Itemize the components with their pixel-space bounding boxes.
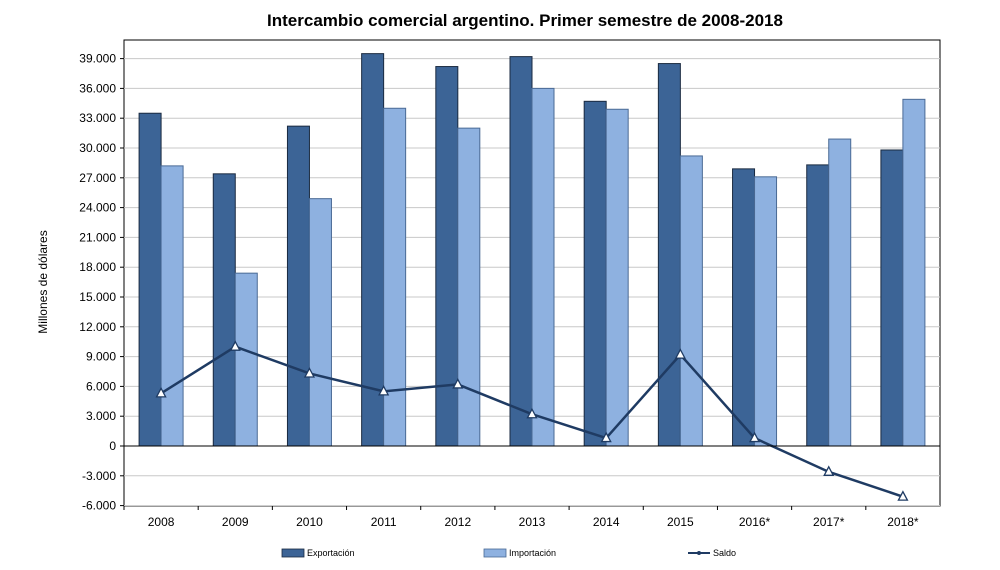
- exportacion-bar: [509, 56, 533, 447]
- importacion-bar: [457, 127, 481, 447]
- importacion-bar: [828, 138, 852, 447]
- saldo-point: [823, 465, 835, 476]
- y-tick-label: -3.000: [82, 469, 116, 483]
- x-tick-label: 2009: [222, 515, 249, 529]
- exportacion-bar: [583, 100, 607, 447]
- saldo-point: [674, 348, 686, 359]
- chart-title: Intercambio comercial argentino. Primer …: [267, 11, 783, 30]
- x-tick-label: 2012: [444, 515, 471, 529]
- y-tick-label: 3.000: [86, 409, 116, 423]
- importacion-bar: [754, 176, 778, 447]
- y-tick-label: -6.000: [82, 499, 116, 513]
- legend: Exportación Importación Saldo: [281, 548, 736, 558]
- exportacion-bar: [732, 168, 756, 447]
- x-tick-label: 2016*: [739, 515, 771, 529]
- y-tick-label: 27.000: [79, 171, 116, 185]
- axis-layer: 39.000 36.000 33.000 30.000 27.000 24.000 21.0…: [79, 52, 940, 529]
- importacion-bar: [679, 155, 703, 447]
- exportacion-bar: [806, 164, 830, 447]
- x-tick-label: 2008: [148, 515, 175, 529]
- legend-label-saldo: Saldo: [713, 548, 736, 558]
- exportacion-bar: [212, 173, 236, 447]
- saldo-point: [748, 431, 761, 443]
- legend-label-importacion: Importación: [509, 548, 556, 558]
- x-tick-label: 2018*: [887, 515, 919, 529]
- y-tick-label: 36.000: [79, 81, 116, 95]
- y-tick-label: 18.000: [79, 260, 116, 274]
- importacion-bar: [531, 87, 555, 447]
- saldo-point: [155, 386, 167, 398]
- saldo-point: [600, 431, 612, 443]
- saldo-point: [378, 384, 390, 396]
- y-tick-label: 6.000: [86, 379, 116, 393]
- saldo-point: [303, 367, 316, 378]
- importacion-bar: [160, 165, 184, 447]
- x-tick-label: 2017*: [813, 515, 845, 529]
- legend-swatch-importacion: [483, 548, 507, 558]
- y-tick-label: 39.000: [79, 52, 116, 66]
- importacion-bar: [605, 108, 629, 447]
- exportacion-bar: [880, 149, 904, 447]
- bars-layer: [138, 53, 926, 447]
- importacion-bar: [902, 98, 926, 447]
- y-tick-label: 12.000: [79, 320, 116, 334]
- x-tick-label: 2011: [371, 515, 397, 529]
- y-tick-label: 21.000: [79, 230, 116, 244]
- x-tick-label: 2010: [296, 515, 323, 529]
- x-tick-label: 2015: [667, 515, 694, 529]
- legend-label-exportacion: Exportación: [307, 548, 355, 558]
- exportacion-bar: [435, 66, 459, 447]
- y-tick-label: 30.000: [79, 141, 116, 155]
- saldo-point: [452, 378, 464, 389]
- importacion-bar: [234, 272, 258, 447]
- saldo-point: [526, 407, 538, 419]
- y-tick-label: 15.000: [79, 290, 116, 304]
- x-tick-label: 2013: [519, 515, 546, 529]
- importacion-bar: [308, 198, 332, 447]
- x-tick-label: 2014: [593, 515, 620, 529]
- exportacion-bar: [657, 63, 681, 447]
- y-axis-label: Millones de dólares: [36, 230, 50, 333]
- exportacion-bar: [286, 125, 310, 447]
- y-tick-label: 24.000: [79, 201, 116, 215]
- saldo-point: [897, 490, 909, 501]
- legend-swatch-exportacion: [281, 548, 305, 558]
- y-tick-label: 33.000: [79, 111, 116, 125]
- saldo-line-layer: [155, 340, 909, 501]
- saldo-point: [229, 340, 241, 351]
- y-tick-label: 0: [109, 439, 116, 453]
- legend-marker-saldo: [697, 551, 701, 555]
- y-tick-label: 9.000: [86, 350, 116, 364]
